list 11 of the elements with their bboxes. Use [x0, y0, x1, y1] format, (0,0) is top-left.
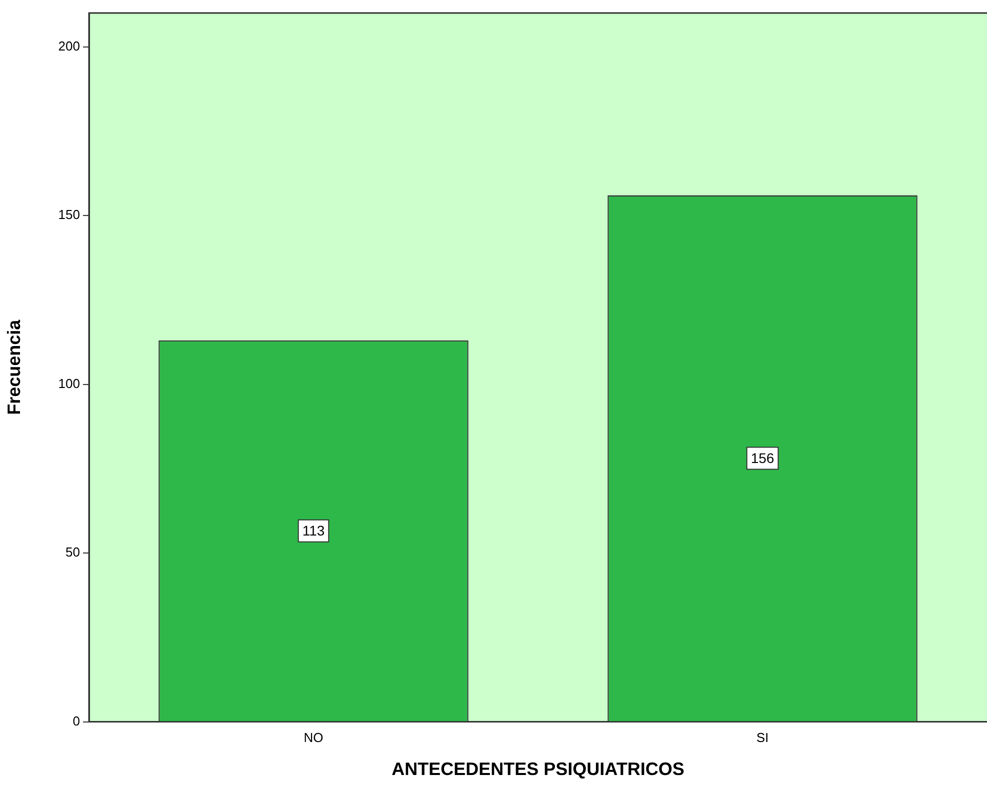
x-tick-label: NO [304, 730, 324, 746]
y-tick-label: 200 [58, 38, 80, 54]
y-tick-label: 150 [58, 207, 80, 222]
x-tick-label: SI [756, 730, 769, 746]
y-tick-label: 100 [58, 376, 80, 391]
data-label: 113 [302, 522, 325, 539]
x-axis-title: ANTECEDENTES PSIQUIATRICOS [392, 759, 684, 780]
y-tick-label: 0 [72, 713, 80, 728]
y-tick-label: 50 [66, 544, 80, 560]
y-axis-title: Frecuencia [4, 318, 24, 415]
data-label: 156 [750, 450, 774, 466]
